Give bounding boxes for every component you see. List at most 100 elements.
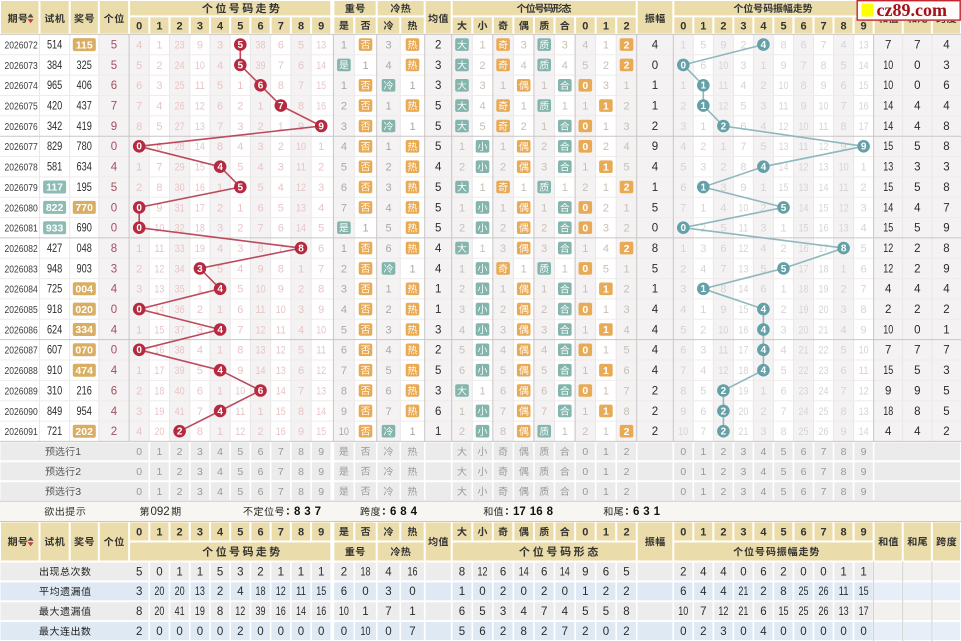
svg-text:2: 2 xyxy=(582,182,588,194)
svg-text:2026076: 2026076 xyxy=(5,121,38,133)
svg-text:5: 5 xyxy=(680,162,686,174)
svg-text:2026087: 2026087 xyxy=(5,345,38,357)
svg-text:8: 8 xyxy=(257,243,263,255)
svg-text:2: 2 xyxy=(861,182,867,194)
svg-text:2: 2 xyxy=(914,304,920,316)
svg-text:3: 3 xyxy=(541,243,547,255)
svg-text:3: 3 xyxy=(603,223,609,235)
svg-text:6: 6 xyxy=(801,466,807,478)
svg-text:7: 7 xyxy=(885,40,891,52)
svg-text:0: 0 xyxy=(111,141,117,153)
svg-text:2: 2 xyxy=(680,566,686,578)
svg-text:11: 11 xyxy=(738,223,748,235)
svg-text:2: 2 xyxy=(760,586,766,598)
svg-text:1: 1 xyxy=(257,406,263,418)
svg-text:2: 2 xyxy=(623,20,629,32)
svg-text:6: 6 xyxy=(541,385,547,397)
svg-text:2: 2 xyxy=(720,446,726,458)
svg-text:5: 5 xyxy=(111,40,117,52)
svg-text:5: 5 xyxy=(257,182,263,194)
svg-text:5: 5 xyxy=(541,365,547,377)
svg-text:10: 10 xyxy=(718,324,728,336)
svg-text:0: 0 xyxy=(136,223,142,234)
svg-text:13: 13 xyxy=(839,606,849,618)
svg-text:14: 14 xyxy=(316,60,326,72)
svg-text:5: 5 xyxy=(217,80,223,92)
svg-text:5: 5 xyxy=(582,60,588,72)
svg-text:0: 0 xyxy=(681,223,687,234)
svg-text:21: 21 xyxy=(799,345,809,357)
svg-text:2: 2 xyxy=(652,385,658,397)
svg-text:903: 903 xyxy=(77,263,92,275)
svg-text:3: 3 xyxy=(760,223,766,235)
svg-text:13: 13 xyxy=(195,121,205,133)
svg-text:0: 0 xyxy=(318,626,324,638)
svg-text:849: 849 xyxy=(47,406,62,418)
svg-text:2: 2 xyxy=(435,40,441,52)
svg-text:11: 11 xyxy=(718,80,728,92)
svg-text:10: 10 xyxy=(316,324,326,336)
svg-text:32: 32 xyxy=(175,223,185,235)
svg-text:1: 1 xyxy=(298,263,304,275)
svg-text:9: 9 xyxy=(298,426,304,438)
svg-text:5: 5 xyxy=(603,606,609,618)
svg-text:2: 2 xyxy=(318,162,324,174)
svg-text:6: 6 xyxy=(760,566,766,578)
svg-text:1: 1 xyxy=(603,40,609,52)
svg-text:4: 4 xyxy=(740,80,746,92)
svg-text:4: 4 xyxy=(582,40,588,52)
svg-text:2: 2 xyxy=(623,101,629,113)
svg-text:7: 7 xyxy=(385,606,391,618)
svg-text:3: 3 xyxy=(643,506,649,518)
svg-text:1: 1 xyxy=(500,284,506,296)
svg-text:16: 16 xyxy=(859,101,869,113)
svg-text:9: 9 xyxy=(861,526,867,538)
svg-text:1: 1 xyxy=(700,486,706,498)
svg-text:10: 10 xyxy=(339,426,349,438)
svg-text:8: 8 xyxy=(780,586,786,598)
svg-text:2: 2 xyxy=(459,426,465,438)
svg-text:5: 5 xyxy=(278,202,284,214)
svg-text:2: 2 xyxy=(603,60,609,72)
svg-text:634: 634 xyxy=(77,162,93,174)
svg-text:1: 1 xyxy=(623,202,629,214)
svg-text:6: 6 xyxy=(385,385,391,397)
svg-text:16: 16 xyxy=(276,426,286,438)
svg-text:721: 721 xyxy=(47,426,62,438)
svg-text:7: 7 xyxy=(914,345,920,357)
svg-text:6: 6 xyxy=(700,406,706,418)
svg-text:0: 0 xyxy=(603,626,609,638)
svg-text:5: 5 xyxy=(238,40,244,51)
svg-text:3: 3 xyxy=(740,446,746,458)
svg-text:14: 14 xyxy=(859,426,869,438)
svg-text:3: 3 xyxy=(197,446,203,458)
svg-text:2: 2 xyxy=(603,586,609,598)
svg-text:1: 1 xyxy=(603,182,609,194)
svg-text:8: 8 xyxy=(520,626,526,638)
svg-text:23: 23 xyxy=(175,40,185,52)
svg-text:7: 7 xyxy=(914,40,920,52)
svg-text:3: 3 xyxy=(435,385,441,397)
svg-text:19: 19 xyxy=(195,606,205,618)
svg-text:18: 18 xyxy=(819,263,829,275)
svg-text:5: 5 xyxy=(500,365,506,377)
svg-text:1: 1 xyxy=(459,202,465,214)
svg-text:18: 18 xyxy=(256,586,266,598)
svg-text:5: 5 xyxy=(238,182,244,193)
svg-text:5: 5 xyxy=(623,162,629,174)
svg-text:2: 2 xyxy=(541,223,547,235)
svg-text:8: 8 xyxy=(111,243,117,255)
svg-text:8: 8 xyxy=(780,426,786,438)
svg-text:6: 6 xyxy=(740,121,746,133)
svg-text:1: 1 xyxy=(623,80,629,92)
svg-text:1: 1 xyxy=(237,80,243,92)
svg-text:3: 3 xyxy=(459,304,465,316)
svg-text:8: 8 xyxy=(400,506,407,518)
svg-text:10: 10 xyxy=(718,60,728,72)
svg-text:13: 13 xyxy=(839,223,849,235)
svg-text:2: 2 xyxy=(623,586,629,598)
svg-text:6: 6 xyxy=(760,606,766,618)
svg-text:8: 8 xyxy=(820,60,826,72)
svg-text:10: 10 xyxy=(839,162,849,174)
svg-text:965: 965 xyxy=(47,80,62,92)
